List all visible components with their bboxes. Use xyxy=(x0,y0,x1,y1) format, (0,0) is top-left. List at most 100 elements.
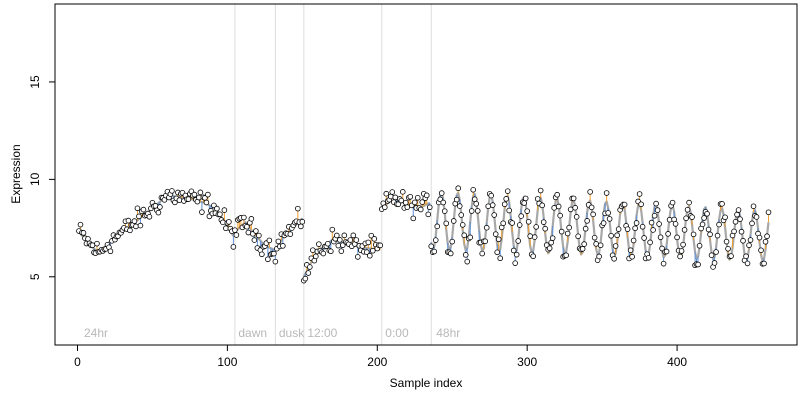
data-point xyxy=(510,247,517,254)
data-point xyxy=(600,220,607,226)
data-point xyxy=(570,195,577,202)
data-point xyxy=(468,208,475,214)
data-point xyxy=(329,226,336,233)
data-point xyxy=(453,196,460,203)
data-point xyxy=(217,211,223,218)
data-point xyxy=(461,232,468,239)
data-point xyxy=(740,237,746,244)
data-point xyxy=(516,222,523,228)
data-point xyxy=(665,231,671,237)
data-point xyxy=(590,211,596,218)
x-tick-label: 0 xyxy=(74,355,81,369)
data-point xyxy=(564,230,571,237)
data-point xyxy=(704,210,710,217)
data-point xyxy=(203,199,210,206)
data-point xyxy=(749,220,755,227)
data-point xyxy=(299,218,306,225)
data-point xyxy=(197,189,204,196)
data-point xyxy=(441,208,448,214)
data-points xyxy=(76,185,772,284)
data-point xyxy=(663,248,670,255)
data-point xyxy=(540,219,547,225)
data-point xyxy=(389,189,396,195)
data-point xyxy=(558,228,565,235)
data-point xyxy=(196,194,202,201)
data-point xyxy=(728,253,734,259)
data-point xyxy=(199,209,205,215)
data-point xyxy=(584,218,590,224)
data-point xyxy=(443,220,450,227)
data-point xyxy=(747,237,754,243)
data-point xyxy=(392,194,399,201)
data-point xyxy=(680,241,686,248)
data-point xyxy=(131,218,138,224)
data-point xyxy=(347,237,354,243)
data-point xyxy=(310,247,316,253)
data-point xyxy=(503,196,509,202)
data-point xyxy=(548,239,554,246)
data-point xyxy=(398,197,405,204)
annotation-label: dusk xyxy=(279,326,305,340)
y-axis: 5 10 15 xyxy=(28,75,56,280)
data-point xyxy=(572,204,578,211)
data-point xyxy=(157,204,163,210)
data-point xyxy=(245,229,252,236)
data-point xyxy=(596,253,602,260)
data-point xyxy=(350,232,357,239)
data-point xyxy=(539,202,545,209)
data-point xyxy=(89,242,96,249)
data-point xyxy=(107,248,114,255)
data-point xyxy=(185,196,192,202)
data-point xyxy=(530,253,536,260)
data-point xyxy=(402,199,409,206)
data-point xyxy=(521,200,527,206)
data-point xyxy=(533,224,539,230)
data-point xyxy=(146,213,153,220)
data-point xyxy=(573,214,580,220)
data-point xyxy=(527,233,533,239)
data-point xyxy=(410,215,417,222)
data-point xyxy=(588,204,595,211)
data-point xyxy=(731,228,737,235)
data-point xyxy=(653,200,659,207)
data-point xyxy=(699,221,706,228)
data-point xyxy=(337,237,343,243)
data-point xyxy=(191,191,198,198)
data-point xyxy=(537,187,544,194)
data-point xyxy=(425,211,432,218)
data-point xyxy=(458,212,465,218)
data-point xyxy=(696,242,703,249)
data-point xyxy=(615,226,622,232)
data-point xyxy=(369,247,376,254)
data-point xyxy=(629,253,635,260)
data-point xyxy=(80,230,87,236)
data-point xyxy=(627,247,634,253)
data-point xyxy=(438,190,445,196)
data-point xyxy=(431,248,438,255)
data-point xyxy=(205,191,211,198)
data-point xyxy=(404,204,411,210)
data-point xyxy=(334,232,340,239)
data-point xyxy=(525,218,532,225)
data-point xyxy=(256,232,262,239)
data-point xyxy=(280,243,286,249)
data-point xyxy=(485,203,492,210)
data-point xyxy=(542,225,548,232)
data-point xyxy=(744,260,751,267)
data-point xyxy=(275,238,282,245)
data-point xyxy=(77,221,84,228)
data-point xyxy=(660,260,667,267)
data-point xyxy=(377,242,384,249)
data-point xyxy=(611,255,617,262)
data-point xyxy=(566,224,572,231)
data-point xyxy=(155,209,162,216)
data-point xyxy=(169,188,175,194)
data-point xyxy=(244,223,250,230)
data-point xyxy=(582,225,589,232)
x-tick-label: 400 xyxy=(667,355,687,369)
data-point xyxy=(603,190,610,196)
data-point xyxy=(471,196,478,203)
data-point xyxy=(419,199,426,205)
data-point xyxy=(639,223,646,230)
